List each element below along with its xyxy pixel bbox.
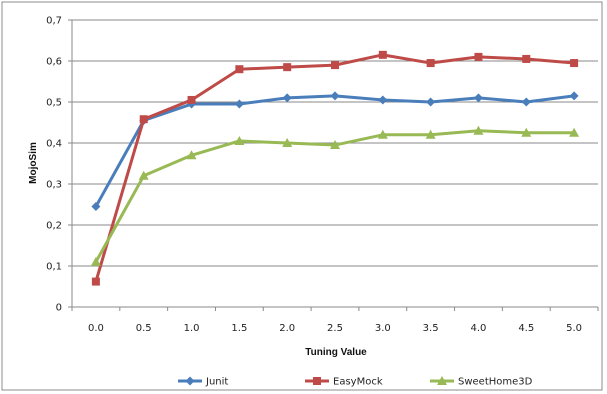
data-point [187,95,196,104]
y-tick-label: 0,4 [46,139,62,150]
data-point [90,256,101,266]
data-point [378,50,387,59]
x-tick-label: 5.0 [566,323,582,334]
data-point [283,63,292,72]
legend-marker [313,377,321,385]
data-point [91,202,101,212]
data-point [569,91,579,101]
legend-marker [437,376,447,385]
legend-marker [185,376,195,386]
x-tick-label: 0.5 [136,323,152,334]
legend-item-junit: Junit [178,376,228,388]
y-tick-labels: 0 0,1 0,2 0,3 0,4 0,5 0,6 0,7 [46,16,62,314]
y-tick-label: 0,6 [46,57,62,68]
gridlines [68,19,598,308]
x-tick-label: 3.5 [423,323,439,334]
x-tick-label: 1.5 [231,323,247,334]
data-point [138,170,149,180]
data-point [378,95,388,105]
data-point [234,99,244,109]
x-tick-label: 4.0 [471,323,487,334]
y-tick-label: 0,7 [46,16,62,27]
legend-label: EasyMock [333,377,383,388]
y-tick-label: 0,3 [46,180,62,191]
x-tick-label: 2.0 [279,323,295,334]
legend-item-easymock: EasyMock [305,377,383,388]
data-point [474,52,483,61]
data-point [570,59,579,68]
data-point [234,135,245,145]
data-point [521,97,531,107]
data-point [330,140,340,150]
series-sweethome3d [90,125,580,266]
data-point [139,115,148,124]
legend-label: Junit [205,377,228,388]
data-point [186,150,197,160]
data-point [331,61,339,70]
series-layer [90,50,580,286]
y-axis-label: MojoSim [28,142,39,184]
data-point [282,93,292,103]
y-tick-label: 0 [56,303,62,314]
y-tick-label: 0,1 [46,262,62,273]
legend: Junit EasyMock SweetHome3D [178,376,533,388]
x-axis-label: Tuning Value [305,347,367,358]
legend-item-sweethome3d: SweetHome3D [430,376,533,388]
x-tick-label: 0.0 [88,323,104,334]
data-point [521,127,532,137]
series-easymock [91,50,579,286]
data-point [282,138,293,147]
x-tick-label: 4.5 [518,323,534,334]
axes [71,20,599,311]
data-point [235,65,244,74]
data-point [473,93,483,103]
data-point [569,127,580,137]
x-tick-label: 2.5 [327,323,343,334]
data-point [426,97,436,107]
legend-label: SweetHome3D [458,377,533,388]
x-tick-labels: 0.0 0.5 1.0 1.5 2.0 2.5 3.0 3.5 4.0 4.5 5.0 [88,323,582,334]
x-tick-label: 3.0 [375,323,391,334]
y-tick-label: 0,2 [46,221,62,232]
y-tick-label: 0,5 [46,98,62,109]
data-point [377,129,388,139]
x-tick-label: 1.0 [184,323,200,334]
data-point [426,59,435,68]
data-point [473,125,484,135]
data-point [522,54,531,63]
data-point [91,277,100,286]
data-point [425,129,436,139]
data-point [330,91,340,101]
